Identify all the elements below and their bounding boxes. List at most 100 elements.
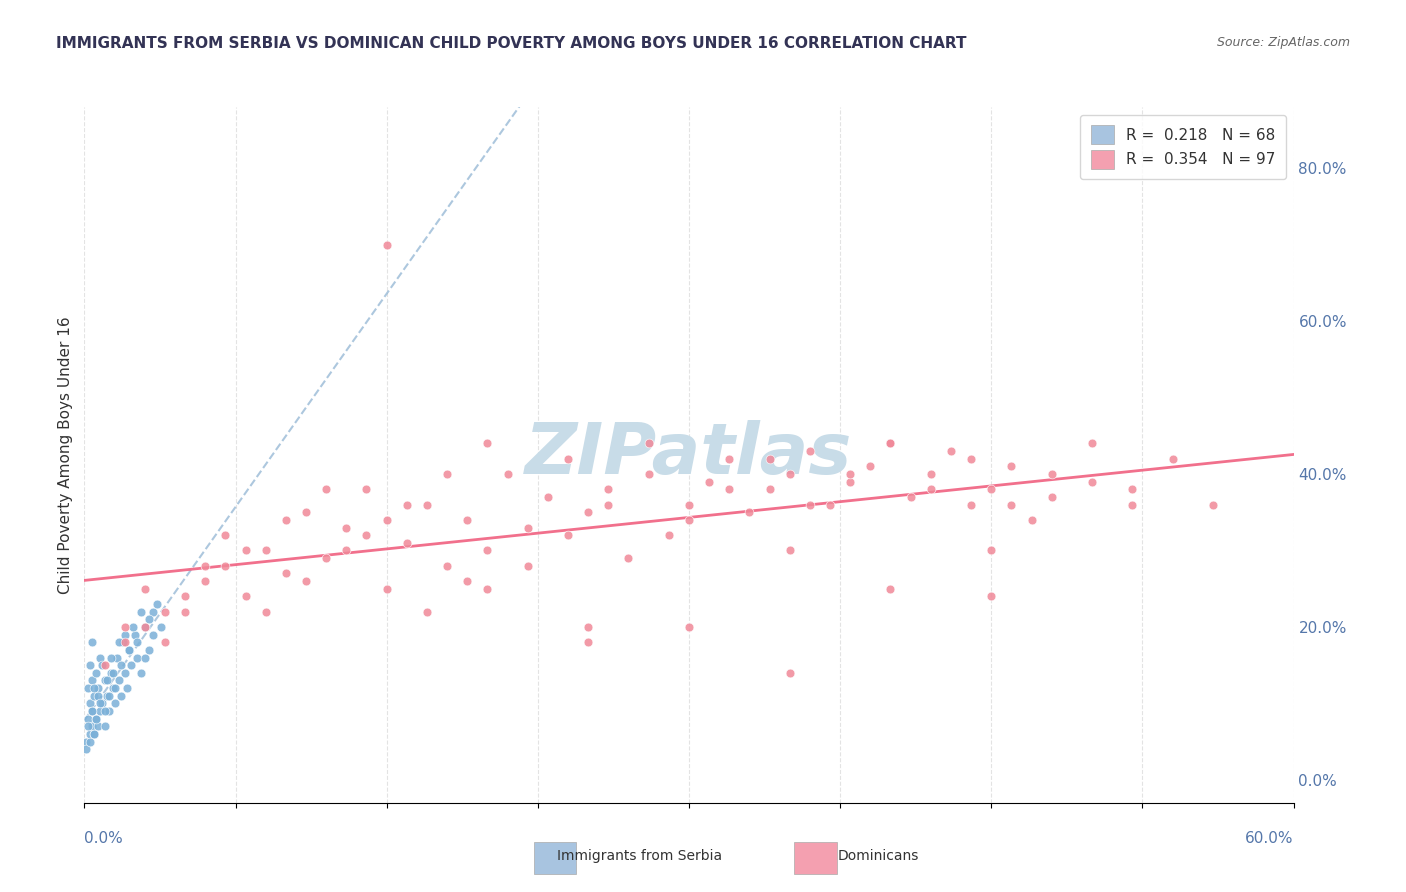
Point [799, 444, 821, 458]
Point [395, 498, 418, 512]
Point [100, 665, 122, 680]
Point [335, 520, 357, 534]
Point [799, 498, 821, 512]
Point [436, 558, 458, 573]
Point [537, 490, 560, 504]
Point [83, 727, 105, 741]
Point [576, 620, 599, 634]
Point [920, 467, 942, 481]
Point [375, 582, 398, 596]
Point [576, 635, 599, 649]
Point [134, 620, 156, 634]
Point [1000, 459, 1022, 474]
Point [1081, 475, 1104, 489]
Point [598, 483, 620, 497]
Point [194, 558, 217, 573]
Point [125, 635, 148, 649]
Point [658, 528, 681, 542]
Point [118, 643, 141, 657]
Point [395, 536, 418, 550]
Point [118, 643, 141, 657]
Point [477, 436, 499, 450]
Point [82, 704, 104, 718]
Point [375, 237, 398, 252]
Point [557, 528, 579, 542]
Point [77, 719, 100, 733]
Point [82, 719, 104, 733]
Point [89, 697, 111, 711]
Point [637, 467, 659, 481]
Point [960, 498, 983, 512]
Point [1040, 467, 1063, 481]
Point [79, 734, 101, 748]
Point [87, 681, 110, 695]
Point [142, 627, 165, 641]
Point [129, 665, 152, 680]
Point [83, 727, 105, 741]
Point [125, 650, 148, 665]
Point [416, 605, 439, 619]
Point [86, 665, 108, 680]
Point [91, 697, 114, 711]
Point [149, 620, 172, 634]
Point [82, 635, 104, 649]
Point [97, 689, 120, 703]
Point [153, 605, 176, 619]
Point [77, 712, 100, 726]
Point [214, 528, 236, 542]
Point [980, 483, 1002, 497]
Point [859, 459, 882, 474]
Point [920, 483, 942, 497]
Point [477, 582, 499, 596]
Point [1000, 498, 1022, 512]
Point [779, 665, 801, 680]
Point [718, 451, 741, 466]
Point [82, 704, 104, 718]
Point [153, 635, 176, 649]
Text: Source: ZipAtlas.com: Source: ZipAtlas.com [1216, 36, 1350, 49]
Point [174, 590, 197, 604]
Point [900, 490, 922, 504]
Point [124, 627, 146, 641]
Point [134, 620, 156, 634]
Point [375, 513, 398, 527]
Point [96, 673, 118, 688]
Point [980, 543, 1002, 558]
Point [1121, 498, 1143, 512]
Point [557, 451, 579, 466]
Point [101, 665, 124, 680]
Point [120, 658, 142, 673]
Text: 0.0%: 0.0% [84, 830, 124, 846]
Point [456, 574, 478, 588]
Point [86, 712, 108, 726]
Point [738, 505, 761, 519]
Point [194, 574, 217, 588]
Point [82, 673, 104, 688]
Point [598, 498, 620, 512]
Point [516, 558, 538, 573]
Point [79, 697, 101, 711]
Point [114, 665, 136, 680]
Point [105, 650, 128, 665]
Point [138, 643, 160, 657]
Point [134, 582, 156, 596]
Point [93, 704, 115, 718]
Point [879, 582, 901, 596]
Point [839, 467, 862, 481]
Point [107, 673, 129, 688]
Point [758, 451, 780, 466]
Point [254, 543, 277, 558]
Point [142, 605, 165, 619]
Text: ZIPatlas: ZIPatlas [526, 420, 852, 490]
Point [96, 689, 118, 703]
Point [86, 712, 108, 726]
Point [75, 734, 97, 748]
Point [110, 689, 132, 703]
Point [456, 513, 478, 527]
Point [235, 543, 257, 558]
Point [576, 505, 599, 519]
Text: IMMIGRANTS FROM SERBIA VS DOMINICAN CHILD POVERTY AMONG BOYS UNDER 16 CORRELATIO: IMMIGRANTS FROM SERBIA VS DOMINICAN CHIL… [56, 36, 967, 51]
Point [436, 467, 458, 481]
Point [1161, 451, 1184, 466]
Point [879, 436, 901, 450]
